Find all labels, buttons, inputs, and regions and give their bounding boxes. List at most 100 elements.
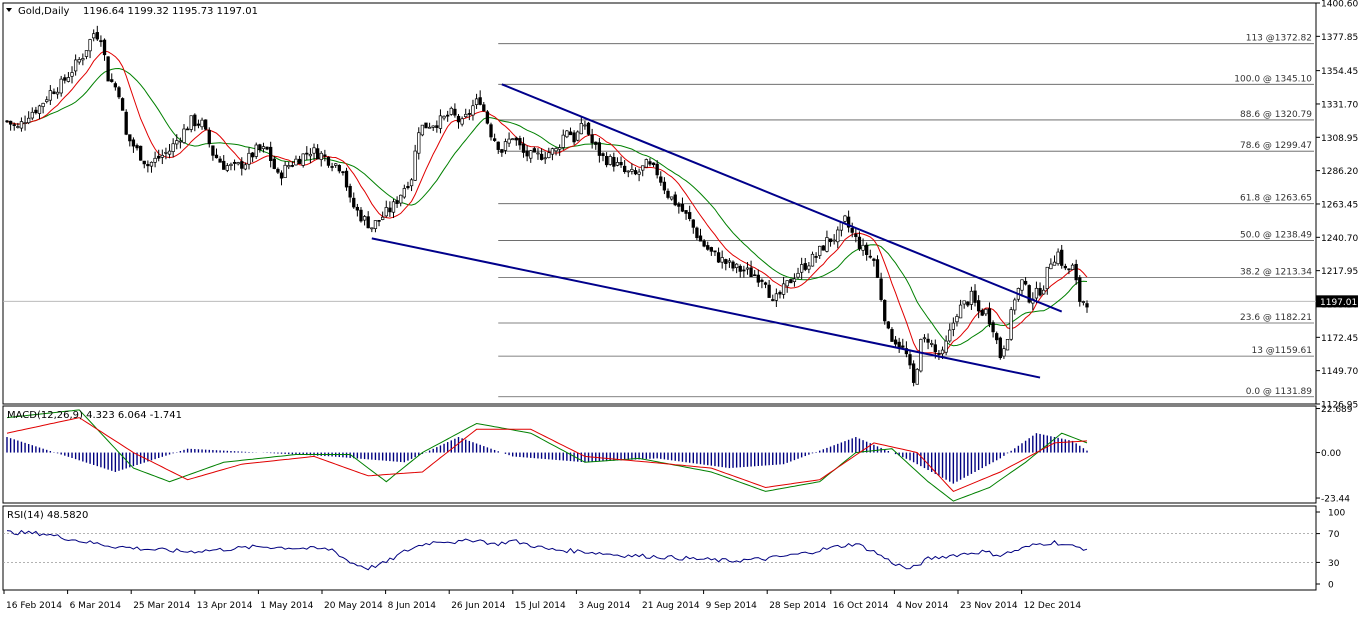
candle-body	[149, 161, 154, 167]
candle-body	[1042, 289, 1046, 295]
rsi-tick-label: 0	[1328, 581, 1334, 591]
candle-body	[337, 164, 341, 172]
candle-body	[590, 134, 594, 144]
candle-body	[984, 308, 988, 315]
candle-body	[904, 348, 909, 355]
candle-body	[189, 115, 193, 130]
candle-body	[344, 170, 349, 188]
candle-body	[1045, 266, 1049, 290]
price-tick-label: 1400.60	[1321, 0, 1358, 10]
candle-body	[926, 338, 930, 343]
candle-body	[207, 129, 211, 145]
candle-body	[940, 349, 945, 355]
candle-body	[821, 245, 825, 251]
candle-body	[460, 118, 464, 125]
candle-body	[608, 156, 612, 165]
candle-body	[377, 219, 381, 222]
candle-body	[579, 123, 583, 135]
candle-body	[572, 132, 576, 143]
candle-body	[492, 138, 497, 141]
candle-body	[330, 166, 334, 168]
current-price-marker: 1197.01	[1316, 295, 1358, 308]
candle-body	[366, 216, 370, 229]
candle-body	[688, 212, 692, 219]
candle-body	[919, 339, 923, 372]
current-price-label: 1197.01	[1320, 298, 1357, 308]
candle-body	[893, 339, 898, 345]
candle-body	[384, 207, 388, 217]
candle-body	[503, 141, 508, 151]
candle-body	[930, 343, 934, 345]
candle-body	[911, 363, 916, 383]
candle-body	[901, 345, 905, 348]
candle-body	[760, 279, 764, 282]
collapse-triangle-icon[interactable]	[6, 8, 12, 12]
candle-body	[803, 263, 807, 270]
candle-body	[529, 150, 533, 159]
candle-body	[135, 145, 139, 149]
candle-body	[850, 228, 854, 233]
rsi-title: RSI(14) 48.5820	[7, 510, 88, 521]
date-tick-label: 8 Jun 2014	[388, 601, 437, 611]
candle-body	[157, 155, 161, 159]
candle-body	[341, 171, 345, 174]
candle-body	[525, 150, 529, 157]
candle-body	[218, 158, 222, 163]
candle-body	[59, 78, 63, 94]
candle-body	[478, 97, 482, 105]
candle-body	[720, 257, 724, 263]
candle-body	[214, 154, 219, 159]
candle-body	[420, 124, 425, 136]
candle-body	[388, 207, 392, 213]
candle-body	[258, 144, 262, 151]
price-tick-label: 1286.20	[1321, 167, 1358, 177]
candle-body	[511, 138, 515, 141]
candle-body	[998, 337, 1002, 359]
candle-body	[294, 158, 298, 166]
candle-body	[958, 304, 963, 319]
candle-body	[825, 237, 829, 252]
candle-body	[446, 114, 450, 117]
candle-body	[792, 278, 797, 282]
candle-body	[828, 238, 833, 243]
fib-level-label: 0.0 @ 1131.89	[1246, 387, 1313, 397]
candle-body	[518, 138, 522, 146]
candle-body	[200, 119, 204, 128]
candle-body	[868, 255, 872, 258]
candle-body	[857, 236, 862, 250]
candle-body	[1070, 264, 1075, 270]
price-tick-label: 1331.70	[1321, 100, 1358, 110]
macd-panel: 22.689 0.00 -23.44	[6, 405, 1353, 505]
candle-body	[435, 125, 439, 128]
candle-body	[879, 278, 883, 300]
candle-body	[37, 105, 42, 114]
candle-body	[92, 33, 96, 39]
candle-body	[399, 194, 403, 204]
candle-body	[232, 161, 237, 164]
date-tick-label: 15 Jul 2014	[515, 601, 566, 611]
panel-frame-1	[2, 405, 1317, 504]
candle-body	[749, 267, 753, 278]
fibonacci-levels: 113 @1372.82 100.0 @ 1345.10 88.6 @ 1320.7…	[3, 34, 1316, 398]
candle-body	[565, 130, 569, 138]
candle-body	[756, 274, 760, 283]
candle-body	[832, 239, 836, 242]
candle-body	[442, 115, 446, 119]
candle-body	[182, 128, 186, 143]
candle-body	[73, 59, 78, 72]
candle-body	[872, 258, 876, 261]
candle-body	[323, 154, 327, 157]
candle-body	[771, 299, 775, 301]
candle-body	[1002, 348, 1006, 357]
candle-body	[666, 190, 670, 198]
price-tick-label: 1126.95	[1321, 401, 1358, 411]
candle-body	[561, 134, 565, 148]
candle-body	[175, 140, 179, 145]
candle-body	[818, 245, 822, 256]
candle-body	[196, 123, 201, 126]
candle-body	[99, 40, 103, 43]
upper-trend-line	[501, 83, 1063, 313]
candle-body	[261, 146, 266, 150]
candle-body	[774, 293, 779, 301]
candle-body	[807, 265, 811, 270]
